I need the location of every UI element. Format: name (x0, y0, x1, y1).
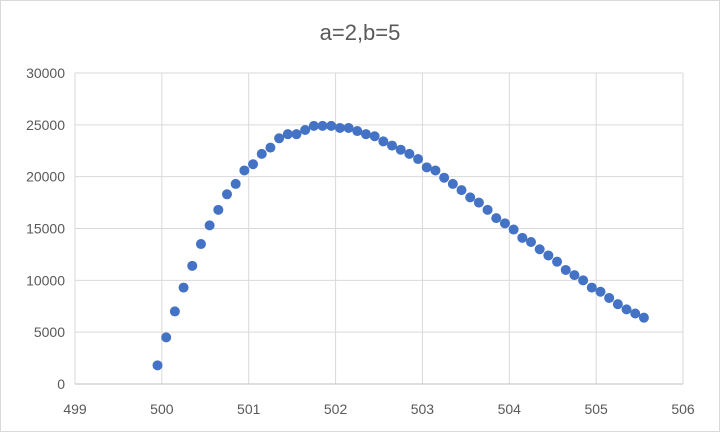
data-point (560, 264, 571, 275)
data-point (526, 236, 536, 247)
data-point (265, 142, 276, 153)
data-points (152, 120, 649, 371)
data-point (282, 129, 293, 140)
data-point (204, 220, 215, 231)
data-point (248, 159, 259, 170)
y-tick-label: 25000 (26, 117, 65, 133)
data-point (638, 312, 649, 323)
data-point (534, 244, 545, 255)
data-point (300, 125, 311, 136)
data-point (378, 136, 389, 147)
data-point (152, 360, 163, 371)
data-point (352, 126, 363, 137)
data-point (213, 204, 224, 215)
data-point (404, 148, 415, 159)
data-point (517, 232, 528, 243)
data-point (343, 122, 354, 133)
data-point (421, 162, 432, 173)
data-point (274, 133, 285, 144)
data-point (334, 122, 345, 133)
y-tick-label: 20000 (26, 169, 65, 185)
data-point (473, 197, 484, 208)
data-point (360, 129, 371, 140)
data-point (222, 189, 232, 200)
x-tick-label: 500 (150, 401, 174, 417)
data-point (395, 144, 406, 155)
data-point (430, 165, 441, 176)
chart-title: a=2,b=5 (320, 20, 401, 45)
data-point (387, 140, 398, 151)
gridlines (74, 72, 684, 385)
y-tick-label: 15000 (26, 221, 65, 237)
x-tick-label: 506 (671, 401, 695, 417)
y-axis-ticks: 0 5000 10000 15000 20000 25000 30000 (26, 65, 65, 392)
data-point (326, 120, 337, 131)
data-point (456, 185, 467, 196)
x-tick-label: 499 (63, 401, 87, 417)
data-point (439, 172, 450, 183)
data-point (595, 286, 606, 297)
x-axis-ticks: 499 500 501 502 503 504 505 506 (63, 401, 695, 417)
x-tick-label: 505 (584, 401, 608, 417)
data-point (291, 129, 302, 140)
data-point (508, 224, 519, 235)
data-point (630, 308, 641, 319)
data-point (569, 270, 580, 281)
data-point (491, 213, 502, 224)
data-point (482, 204, 493, 215)
y-tick-label: 10000 (26, 272, 65, 288)
data-point (239, 165, 250, 176)
data-point (621, 304, 632, 315)
data-point (169, 306, 180, 317)
data-point (578, 275, 589, 286)
x-tick-label: 504 (498, 401, 522, 417)
y-tick-label: 5000 (34, 324, 65, 340)
data-point (447, 178, 458, 189)
data-point (612, 299, 623, 310)
y-tick-label: 30000 (26, 65, 65, 81)
data-point (187, 260, 198, 271)
data-point (178, 282, 189, 293)
data-point (230, 178, 241, 189)
data-point (586, 282, 597, 293)
data-point (543, 250, 554, 261)
data-point (369, 131, 380, 142)
data-point (499, 218, 510, 229)
data-point (604, 292, 615, 303)
x-tick-label: 502 (324, 401, 348, 417)
data-point (256, 148, 267, 159)
data-point (317, 120, 328, 131)
x-tick-label: 503 (411, 401, 435, 417)
data-point (308, 120, 319, 131)
data-point (195, 239, 206, 250)
data-point (413, 154, 424, 165)
y-tick-label: 0 (57, 376, 65, 392)
data-point (465, 192, 476, 203)
x-tick-label: 501 (237, 401, 261, 417)
data-point (552, 256, 563, 267)
data-point (161, 332, 172, 343)
